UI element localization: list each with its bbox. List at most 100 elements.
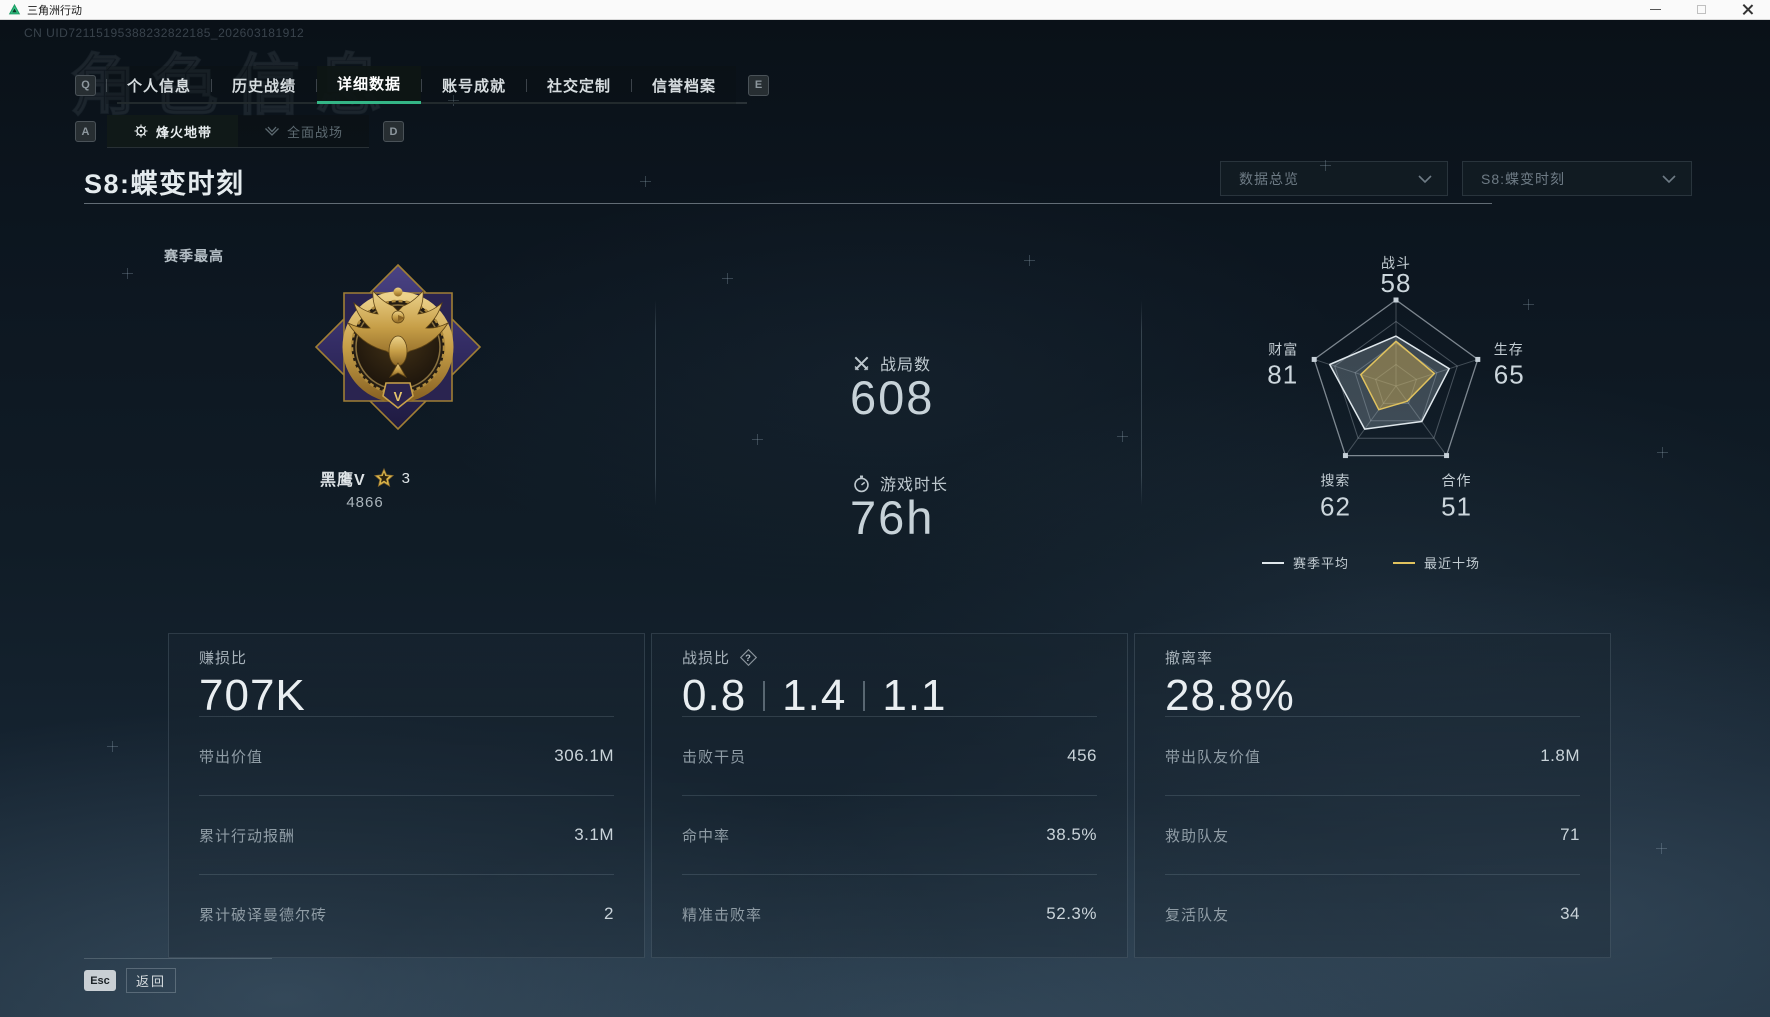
player-uid: CN UID72115195388232822185_202603181912 bbox=[24, 26, 305, 40]
medal-tier-numeral: V bbox=[394, 389, 403, 404]
svg-text:生存: 生存 bbox=[1494, 341, 1524, 357]
legend-swatch bbox=[1393, 561, 1416, 564]
stat-row: 击败干员 456 bbox=[682, 716, 1097, 795]
help-icon[interactable]: ? bbox=[739, 648, 758, 667]
legend-season-average: 赛季平均 bbox=[1262, 553, 1349, 572]
decor-cross bbox=[640, 176, 651, 187]
stat-cards: 赚损比 707K 带出价值 306.1M 累计行动报酬 3.1M 累计破译曼德尔… bbox=[168, 633, 1611, 958]
stat-row-label: 救助队友 bbox=[1165, 827, 1230, 845]
season-best-label: 赛季最高 bbox=[164, 248, 224, 264]
back-button[interactable]: Esc 返回 bbox=[84, 958, 272, 993]
matches-label-row: 战局数 bbox=[852, 351, 931, 375]
tab-divider bbox=[211, 78, 212, 92]
tab-achievements[interactable]: 账号成就 bbox=[441, 77, 506, 95]
card-value: 28.8% bbox=[1165, 671, 1295, 720]
decor-cross bbox=[122, 268, 133, 279]
maximize-button[interactable] bbox=[1678, 0, 1724, 19]
rank-star-count: 3 bbox=[401, 469, 411, 487]
dropdown-value: S8:蝶变时刻 bbox=[1481, 170, 1566, 187]
key-hint-q: Q bbox=[75, 74, 96, 96]
tabstrip-baseline bbox=[117, 102, 747, 104]
main-tabstrip: Q 个人信息 历史战绩 详细数据 账号成就 社交定制 信誉档案 E bbox=[75, 66, 769, 104]
rank-name: 黑鹰V bbox=[319, 472, 366, 489]
stat-row-value: 52.3% bbox=[1046, 904, 1097, 923]
playtime-label: 游戏时长 bbox=[880, 477, 949, 494]
subtab-label: 全面战场 bbox=[286, 124, 343, 140]
stat-row-value: 1.8M bbox=[1540, 746, 1580, 765]
window-titlebar: 三角洲行动 bbox=[0, 0, 1770, 20]
matches-label: 战局数 bbox=[880, 357, 932, 374]
legend-recent-ten: 最近十场 bbox=[1393, 553, 1480, 572]
rank-line: 黑鹰V 3 bbox=[255, 466, 475, 490]
subtabs-group: 烽火地带 全面战场 bbox=[107, 115, 369, 148]
kd-value-1: 0.8 bbox=[682, 671, 747, 720]
tab-match-history[interactable]: 历史战绩 bbox=[231, 77, 296, 95]
key-hint-d: D bbox=[383, 121, 404, 142]
svg-text:搜索: 搜索 bbox=[1320, 473, 1350, 489]
kd-value-3: 1.1 bbox=[882, 671, 947, 720]
minimize-icon bbox=[1649, 9, 1661, 10]
matches-value: 608 bbox=[850, 371, 935, 424]
card-title: 战损比 bbox=[682, 650, 731, 667]
season-select-dropdown[interactable]: S8:蝶变时刻 bbox=[1462, 161, 1692, 196]
stat-row-label: 累计破译曼德尔砖 bbox=[199, 906, 328, 924]
legend-label: 赛季平均 bbox=[1293, 556, 1350, 571]
tab-divider bbox=[316, 78, 317, 92]
rank-star-icon bbox=[373, 467, 394, 488]
tab-social[interactable]: 社交定制 bbox=[546, 77, 611, 95]
chevron-down-icon bbox=[1418, 174, 1432, 183]
card-profit-loss: 赚损比 707K 带出价值 306.1M 累计行动报酬 3.1M 累计破译曼德尔… bbox=[168, 633, 645, 958]
stat-row: 精准击败率 52.3% bbox=[682, 874, 1097, 953]
stat-row-value: 2 bbox=[604, 904, 614, 923]
stat-row-label: 带出价值 bbox=[199, 748, 264, 766]
stat-row-label: 累计行动报酬 bbox=[199, 827, 296, 845]
close-icon bbox=[1742, 4, 1753, 15]
svg-text:?: ? bbox=[745, 653, 752, 664]
column-separator bbox=[655, 300, 656, 506]
tab-divider bbox=[631, 78, 632, 92]
tab-divider bbox=[526, 78, 527, 92]
decor-cross bbox=[107, 741, 118, 752]
stat-row: 带出队友价值 1.8M bbox=[1165, 716, 1580, 795]
subtab-fire-zone[interactable]: 烽火地带 bbox=[107, 115, 238, 147]
close-button[interactable] bbox=[1724, 0, 1770, 19]
stat-row: 累计行动报酬 3.1M bbox=[199, 795, 614, 874]
crossed-swords-icon bbox=[854, 356, 869, 370]
rank-score: 4866 bbox=[346, 494, 384, 511]
rank-medal-image: V bbox=[314, 263, 482, 431]
tab-divider bbox=[106, 78, 107, 92]
key-hint-a: A bbox=[75, 121, 96, 142]
mode-subtabstrip: A 烽火地带 全面战场 D bbox=[75, 115, 415, 148]
svg-text:81: 81 bbox=[1267, 359, 1298, 389]
tabs-group: 个人信息 历史战绩 详细数据 账号成就 社交定制 信誉档案 bbox=[106, 66, 736, 104]
card-extraction-rate: 撤离率 28.8% 带出队友价值 1.8M 救助队友 71 复活队友 34 bbox=[1134, 633, 1611, 958]
stat-row-label: 精准击败率 bbox=[682, 906, 763, 924]
tab-detailed-stats[interactable]: 详细数据 bbox=[317, 66, 421, 104]
svg-text:51: 51 bbox=[1441, 492, 1472, 522]
stat-row-value: 456 bbox=[1067, 746, 1097, 765]
tab-reputation[interactable]: 信誉档案 bbox=[651, 77, 716, 95]
tab-personal-info[interactable]: 个人信息 bbox=[126, 77, 191, 95]
stat-row-label: 带出队友价值 bbox=[1165, 748, 1262, 766]
maximize-icon bbox=[1696, 5, 1706, 14]
svg-text:财富: 财富 bbox=[1268, 341, 1298, 357]
minimize-button[interactable] bbox=[1632, 0, 1678, 19]
legend-swatch bbox=[1262, 561, 1284, 564]
decor-cross bbox=[1117, 431, 1128, 442]
key-hint-e: E bbox=[748, 74, 769, 96]
tab-divider bbox=[421, 78, 422, 92]
back-label: 返回 bbox=[126, 968, 177, 993]
stat-row-value: 38.5% bbox=[1046, 825, 1097, 844]
stat-row-value: 34 bbox=[1560, 904, 1580, 923]
subtab-full-battlefield[interactable]: 全面战场 bbox=[238, 115, 369, 147]
decor-cross bbox=[1024, 255, 1035, 266]
data-overview-dropdown[interactable]: 数据总览 bbox=[1220, 161, 1448, 196]
decor-cross bbox=[1656, 843, 1667, 854]
stat-row: 带出价值 306.1M bbox=[199, 716, 614, 795]
delta-logo-icon bbox=[8, 3, 21, 15]
stopwatch-icon bbox=[854, 475, 869, 492]
stat-row: 复活队友 34 bbox=[1165, 874, 1580, 953]
svg-text:战斗: 战斗 bbox=[1381, 255, 1411, 271]
card-title: 赚损比 bbox=[199, 650, 248, 667]
